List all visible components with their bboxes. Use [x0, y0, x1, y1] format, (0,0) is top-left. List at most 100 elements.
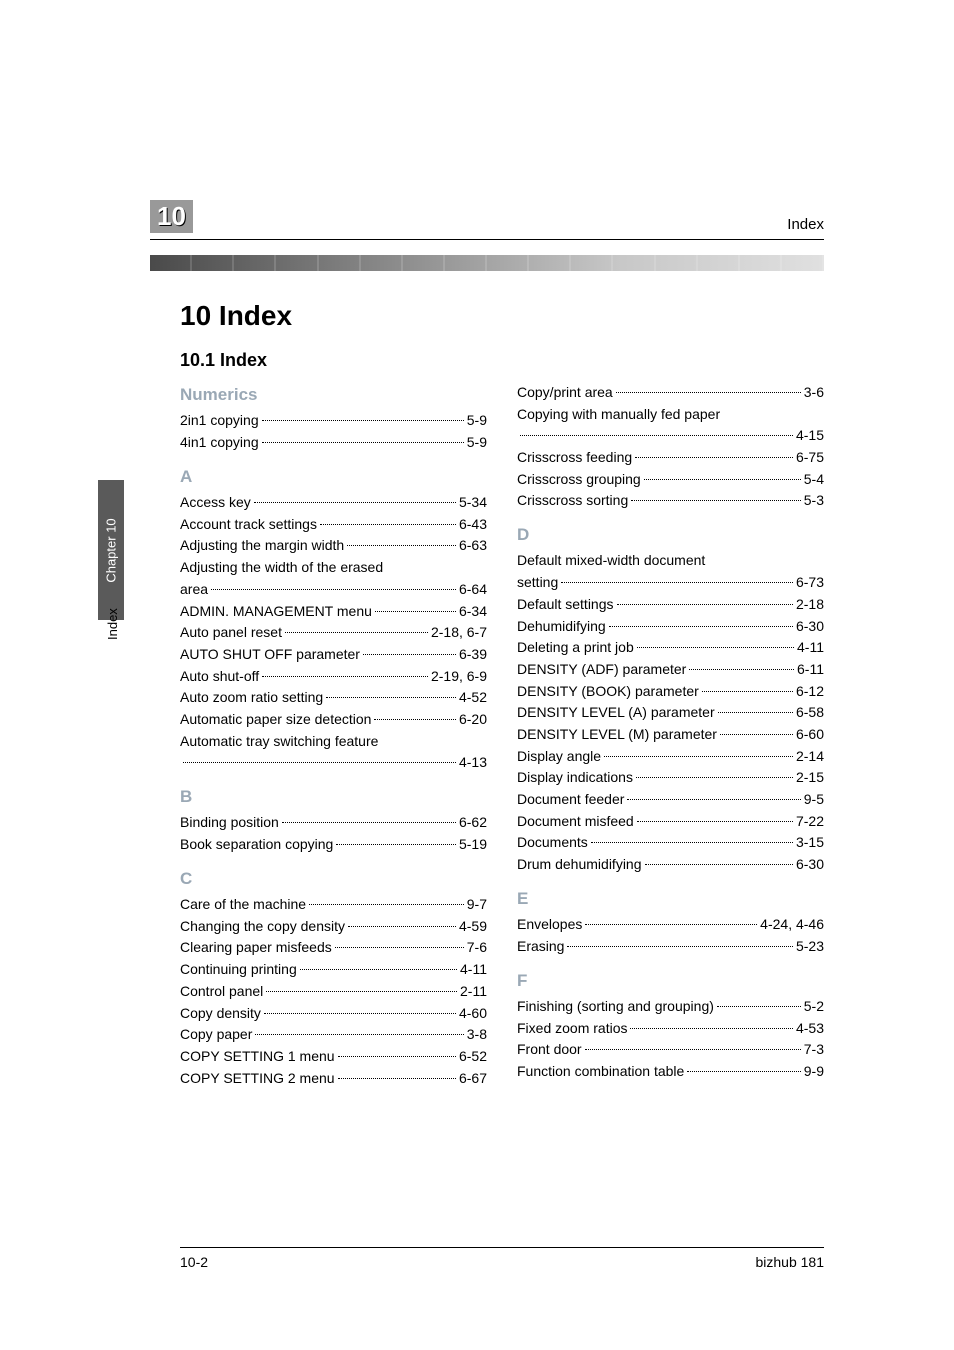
leader-dots	[326, 697, 456, 698]
leader-dots	[363, 654, 456, 655]
leader-dots	[336, 844, 456, 845]
index-entry-page: 4-52	[459, 687, 487, 709]
leader-dots	[631, 500, 801, 501]
index-entry-page: 6-63	[459, 535, 487, 557]
leader-dots	[567, 946, 793, 947]
index-entry-page: 5-3	[804, 490, 824, 512]
index-entry-label: DENSITY (ADF) parameter	[517, 659, 686, 681]
index-entry-label: Finishing (sorting and grouping)	[517, 996, 714, 1018]
index-entry-page: 7-6	[467, 937, 487, 959]
index-entry: Auto shut-off 2-19, 6-9	[180, 666, 487, 688]
index-entry-page: 7-22	[796, 811, 824, 833]
index-entry-label: Continuing printing	[180, 959, 297, 981]
leader-dots	[616, 392, 801, 393]
index-entry-page: 4-24, 4-46	[760, 914, 824, 936]
index-entry-page: 5-23	[796, 936, 824, 958]
index-entry: DENSITY (ADF) parameter 6-11	[517, 659, 824, 681]
index-entry-page: 4-59	[459, 916, 487, 938]
leader-dots	[609, 626, 793, 627]
index-section-head: D	[517, 522, 824, 548]
index-entry-page: 2-14	[796, 746, 824, 768]
index-entry-page: 6-30	[796, 854, 824, 876]
index-entry-page: 3-6	[804, 382, 824, 404]
index-entry: DENSITY LEVEL (M) parameter 6-60	[517, 724, 824, 746]
leader-dots	[717, 1006, 801, 1007]
index-entry: ADMIN. MANAGEMENT menu 6-34	[180, 601, 487, 623]
index-section-head: F	[517, 968, 824, 994]
leader-dots	[347, 545, 456, 546]
index-entry: Default settings 2-18	[517, 594, 824, 616]
index-entry-label: Document feeder	[517, 789, 624, 811]
index-entry-page: 6-39	[459, 644, 487, 666]
index-entry-page: 4-53	[796, 1018, 824, 1040]
index-entry-page: 6-43	[459, 514, 487, 536]
index-entry: Document feeder 9-5	[517, 789, 824, 811]
index-entry-label: Default mixed-width document	[517, 550, 824, 572]
index-columns: Numerics2in1 copying 5-94in1 copying 5-9…	[180, 382, 824, 1089]
index-entry: Front door 7-3	[517, 1039, 824, 1061]
leader-dots	[636, 777, 793, 778]
index-section-head: B	[180, 784, 487, 810]
index-entry-page: 4-11	[797, 637, 824, 659]
index-section-head: C	[180, 866, 487, 892]
leader-dots	[285, 632, 428, 633]
index-entry: Continuing printing 4-11	[180, 959, 487, 981]
index-entry-label: Automatic paper size detection	[180, 709, 371, 731]
index-entry-label: Adjusting the margin width	[180, 535, 344, 557]
index-entry: Fixed zoom ratios 4-53	[517, 1018, 824, 1040]
index-entry: Automatic paper size detection 6-20	[180, 709, 487, 731]
index-entry-label: Clearing paper misfeeds	[180, 937, 332, 959]
index-entry-page: 6-34	[459, 601, 487, 623]
index-entry: Display angle 2-14	[517, 746, 824, 768]
index-entry-page: 6-11	[797, 659, 824, 681]
leader-dots	[645, 864, 793, 865]
index-entry-page: 6-67	[459, 1068, 487, 1090]
index-entry-label: Function combination table	[517, 1061, 684, 1083]
header-label: Index	[787, 216, 824, 233]
index-entry-page: 9-5	[804, 789, 824, 811]
chapter-tab: Chapter 10	[98, 480, 124, 620]
index-entry: Default mixed-width documentsetting 6-73	[517, 550, 824, 593]
index-entry-label: ADMIN. MANAGEMENT menu	[180, 601, 372, 623]
index-entry-page: 2-18	[796, 594, 824, 616]
index-entry: Copy density 4-60	[180, 1003, 487, 1025]
product-name: bizhub 181	[755, 1254, 824, 1270]
index-entry-label: Copy density	[180, 1003, 261, 1025]
index-entry-label: Deleting a print job	[517, 637, 634, 659]
index-entry-page: 6-60	[796, 724, 824, 746]
index-entry: Automatic tray switching feature 4-13	[180, 731, 487, 774]
index-entry: Care of the machine 9-7	[180, 894, 487, 916]
index-entry-page: 6-64	[459, 579, 487, 601]
chapter-number-badge: 10	[150, 200, 193, 233]
leader-dots	[630, 1028, 792, 1029]
index-entry-page: 6-62	[459, 812, 487, 834]
index-entry: Function combination table 9-9	[517, 1061, 824, 1083]
leader-dots	[335, 947, 464, 948]
index-entry-label: Control panel	[180, 981, 263, 1003]
index-entry-page: 6-30	[796, 616, 824, 638]
index-entry-label: Care of the machine	[180, 894, 306, 916]
leader-dots	[262, 442, 464, 443]
index-section-head: A	[180, 464, 487, 490]
index-entry-label: Binding position	[180, 812, 279, 834]
index-entry: Binding position 6-62	[180, 812, 487, 834]
section-title: 10.1 Index	[180, 350, 267, 371]
index-entry-label: Copying with manually fed paper	[517, 404, 824, 426]
index-entry: Changing the copy density 4-59	[180, 916, 487, 938]
index-entry-label: Documents	[517, 832, 588, 854]
index-entry: Copy paper 3-8	[180, 1024, 487, 1046]
index-entry: Adjusting the width of the erasedarea 6-…	[180, 557, 487, 600]
index-entry: Crisscross sorting 5-3	[517, 490, 824, 512]
index-entry: DENSITY LEVEL (A) parameter 6-58	[517, 702, 824, 724]
index-entry-page: 6-12	[796, 681, 824, 703]
index-entry-label: Crisscross grouping	[517, 469, 641, 491]
chapter-tab-label: Chapter 10	[104, 518, 119, 582]
index-entry-label: Envelopes	[517, 914, 582, 936]
index-entry: Clearing paper misfeeds 7-6	[180, 937, 487, 959]
leader-dots	[183, 762, 456, 763]
leader-dots	[627, 799, 800, 800]
leader-dots	[255, 1034, 463, 1035]
index-entry: DENSITY (BOOK) parameter 6-12	[517, 681, 824, 703]
leader-dots	[338, 1078, 456, 1079]
index-entry-page: 3-8	[467, 1024, 487, 1046]
